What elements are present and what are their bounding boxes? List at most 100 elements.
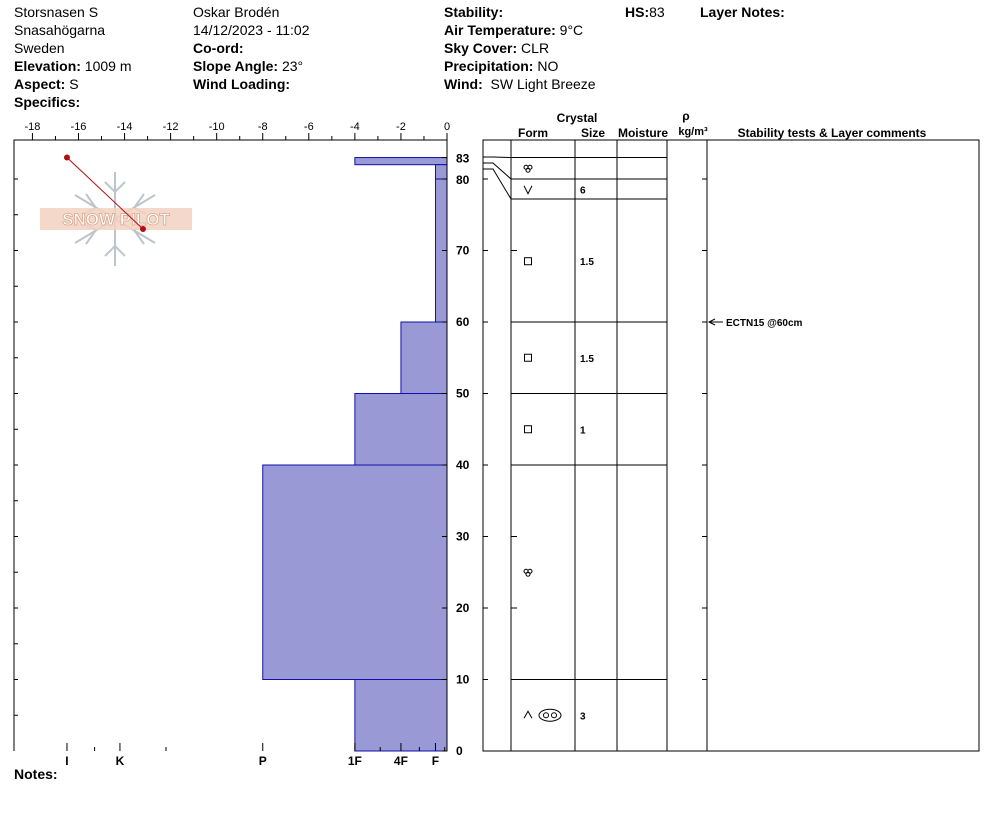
height-tick-label: 83 — [456, 152, 470, 166]
elevation-label: Elevation: — [14, 58, 81, 74]
layer-connector — [483, 162, 512, 180]
surface-hoar-chevron — [523, 185, 533, 195]
slope-row: Slope Angle: 23° — [193, 57, 310, 75]
notes-label: Notes: — [14, 766, 58, 782]
height-tick-label: 50 — [456, 387, 470, 401]
watermark: SNOW PILOT — [40, 172, 192, 266]
coord-label: Co-ord: — [193, 40, 244, 56]
decomposing-icon — [523, 164, 533, 173]
sky-label: Sky Cover: — [444, 40, 518, 56]
temp-tick-label: -12 — [163, 121, 179, 133]
temp-tick-label: -2 — [396, 121, 406, 133]
size-header: Size — [581, 126, 605, 140]
wind-loading-label: Wind Loading: — [193, 76, 291, 92]
faceted-square — [524, 353, 532, 362]
layer-size: 3 — [580, 711, 586, 722]
stability-label: Stability: — [444, 4, 504, 20]
temp-tick-label: -14 — [117, 121, 133, 133]
layer-size: 1.5 — [580, 257, 594, 268]
observer-name: Oskar Brodén — [193, 4, 280, 20]
hardness-layer — [434, 164, 448, 180]
temp-tick-label: -18 — [24, 121, 40, 133]
hs-row: HS:83 — [625, 3, 665, 21]
density-unit-header: kg/m³ — [678, 126, 708, 138]
precip-value: NO — [537, 58, 559, 74]
decomposing-dot — [525, 167, 531, 173]
sky-row: Sky Cover: CLR — [444, 39, 596, 57]
stability-comment: ECTN15 @60cm — [726, 318, 803, 329]
table-frame — [482, 139, 980, 752]
snow-profile-chart: SNOW PILOT -18 -16 -14 -12 -10 -8 -6 -4 -2 0 0 10 2… — [13, 109, 980, 768]
location-line-1: Storsnasen S — [14, 4, 99, 20]
air-temp-value: 9°C — [559, 22, 584, 38]
coord-row: Co-ord: — [193, 39, 310, 57]
hs-label: HS: — [625, 4, 650, 20]
location-line-2: Snasahögarna — [14, 22, 106, 38]
aspect-row: Aspect: S — [14, 75, 132, 93]
aspect-value: S — [69, 76, 79, 92]
temp-tick-label: -10 — [209, 121, 225, 133]
melt-form-dot — [543, 712, 549, 719]
crystal-header: Crystal — [557, 111, 598, 125]
observation-datetime: 14/12/2023 - 11:02 — [193, 22, 310, 38]
surface-hoar-icon — [523, 185, 533, 195]
wind-row: Wind: SW Light Breeze — [444, 75, 596, 93]
height-tick-label: 0 — [456, 744, 463, 758]
slope-value: 23° — [281, 58, 304, 74]
comments-header: Stability tests & Layer comments — [738, 126, 927, 140]
melt-form-ring — [538, 708, 562, 722]
precip-label: Precipitation: — [444, 58, 534, 74]
height-tick-label: 20 — [456, 601, 470, 615]
temp-tick-label: -16 — [71, 121, 87, 133]
precip-row: Precipitation: NO — [444, 57, 596, 75]
layer-size: 6 — [580, 186, 586, 197]
sky-value: CLR — [521, 40, 550, 56]
comment-arrow-icon — [707, 318, 723, 326]
layer-notes-label: Layer Notes: — [700, 4, 785, 20]
depth-hoar-melt-forms-icon — [523, 708, 562, 722]
height-tick-label: 30 — [456, 530, 470, 544]
faceted-icon — [524, 257, 532, 266]
aspect-label: Aspect: — [14, 76, 66, 92]
elevation-value: 1009 m — [84, 58, 132, 74]
faceted-icon — [524, 425, 532, 434]
watermark-text: SNOW PILOT — [62, 210, 170, 229]
elevation-row: Elevation: 1009 m — [14, 57, 132, 75]
hardness-layer — [400, 321, 448, 394]
hardness-layer — [354, 679, 448, 752]
conditions-block: Stability: Air Temperature: 9°C Sky Cove… — [444, 3, 596, 93]
faceted-square — [524, 425, 532, 434]
layer-size: 1.5 — [580, 354, 594, 365]
observer-block: Oskar Brodén 14/12/2023 - 11:02 Co-ord: … — [193, 3, 310, 93]
temperature-axis: -18 -16 -14 -12 -10 -8 -6 -4 -2 0 — [24, 121, 450, 140]
hardness-tick-label: K — [116, 754, 125, 768]
wind-loading-row: Wind Loading: — [193, 75, 310, 93]
form-header: Form — [518, 126, 548, 140]
melt-form-dot — [551, 712, 557, 719]
hardness-axis: I K P 1F 4F F — [65, 743, 446, 768]
hs-value: 83 — [649, 4, 665, 20]
layer-size: 1 — [580, 425, 586, 436]
specifics-row: Specifics: — [14, 93, 132, 111]
hardness-bars — [262, 157, 448, 752]
rho-header: ρ — [682, 109, 689, 123]
slope-label: Slope Angle: — [193, 58, 279, 74]
decomposing-dot — [525, 571, 531, 577]
plot-frame — [13, 139, 448, 751]
air-temp-row: Air Temperature: 9°C — [444, 21, 596, 39]
temp-tick-label: 0 — [444, 121, 450, 133]
height-tick-label: 70 — [456, 244, 470, 258]
hardness-layer — [262, 464, 448, 680]
height-tick-label: 60 — [456, 315, 470, 329]
temp-point — [63, 154, 70, 161]
air-temp-label: Air Temperature: — [444, 22, 556, 38]
temp-point — [139, 226, 146, 233]
hardness-tick-label: 1F — [348, 754, 362, 768]
hardness-tick-label: F — [432, 754, 439, 768]
hardness-tick-label: 4F — [394, 754, 408, 768]
height-tick-label: 80 — [456, 173, 470, 187]
wind-label: Wind: — [444, 76, 483, 92]
temp-tick-label: -6 — [304, 121, 314, 133]
temperature-profile — [63, 154, 146, 233]
temp-tick-label: -4 — [350, 121, 360, 133]
